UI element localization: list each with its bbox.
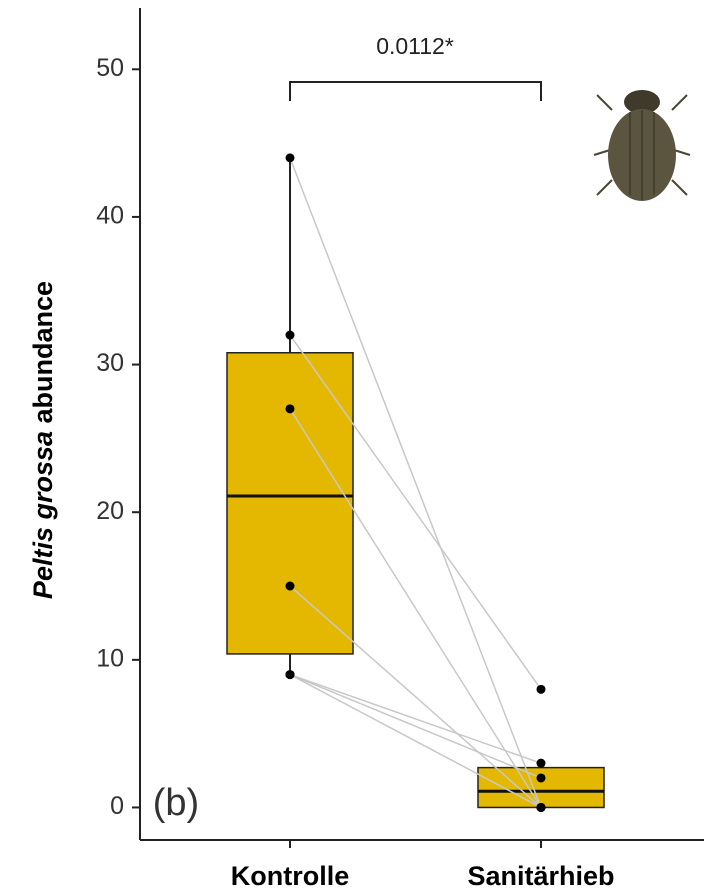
y-tick-label: 40 [96, 202, 124, 230]
y-tick-label: 20 [96, 497, 124, 525]
annotation: 0.0112* [376, 33, 454, 59]
pair-line [289, 673, 542, 764]
pair-line [289, 334, 542, 690]
point [285, 670, 295, 680]
point [536, 684, 546, 694]
y-tick-label: 10 [96, 644, 124, 672]
pair-line [289, 408, 542, 808]
y-tick-label: 0 [110, 792, 124, 820]
pair-line [289, 673, 542, 809]
y-tick-label: 50 [96, 54, 124, 82]
x-tick-label: Sanitärhieb [467, 861, 614, 891]
point [285, 153, 295, 163]
y-tick-label: 30 [96, 349, 124, 377]
point [285, 581, 295, 591]
pair-line [289, 157, 542, 808]
point [285, 330, 295, 340]
significance-bracket [289, 81, 542, 101]
pair-line [289, 585, 542, 809]
x-tick-label: Kontrolle [231, 861, 350, 891]
pair-line [289, 673, 542, 779]
beetle-icon [593, 90, 691, 201]
panel-label: (b) [153, 782, 199, 824]
y-axis-label-italic: Peltis grossa [28, 431, 58, 599]
point [536, 802, 546, 812]
y-axis-label: Peltis grossa abundance [28, 281, 58, 599]
point [536, 758, 546, 768]
point [285, 404, 295, 414]
point [536, 773, 546, 783]
box [226, 352, 354, 655]
y-axis-label-plain: abundance [28, 281, 58, 424]
